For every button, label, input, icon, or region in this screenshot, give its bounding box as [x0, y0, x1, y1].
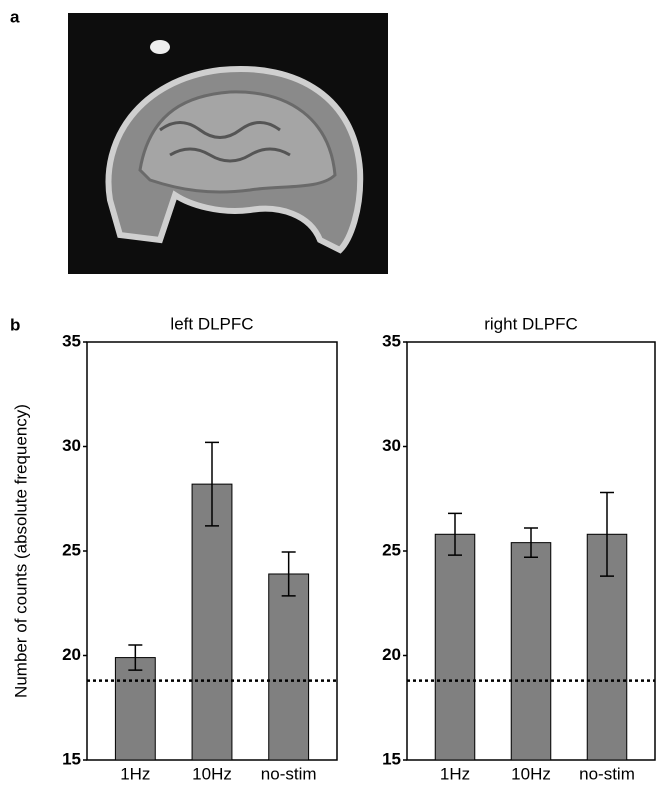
error-bar: [524, 527, 538, 559]
x-tick-label: 1Hz: [120, 764, 150, 783]
bar: [434, 533, 476, 761]
bar: [510, 542, 552, 761]
bar: [268, 573, 310, 761]
chart-title: right DLPFC: [484, 314, 578, 333]
x-tick-label: no-stim: [579, 764, 635, 783]
error-bar: [600, 491, 614, 577]
x-tick-label: 1Hz: [440, 764, 470, 783]
y-tick-label: 25: [62, 540, 81, 559]
y-axis-label: Number of counts (absolute frequency): [11, 404, 30, 698]
y-tick-label: 15: [382, 749, 401, 768]
y-tick-label: 30: [62, 436, 81, 455]
x-tick-label: 10Hz: [511, 764, 551, 783]
y-tick-label: 20: [382, 645, 401, 664]
error-bar: [448, 512, 462, 556]
y-tick-label: 30: [382, 436, 401, 455]
y-tick-label: 25: [382, 540, 401, 559]
x-tick-label: 10Hz: [192, 764, 232, 783]
mri-image: [68, 13, 388, 274]
x-tick-label: no-stim: [261, 764, 317, 783]
chart-title: left DLPFC: [170, 314, 253, 333]
error-bar: [128, 644, 143, 671]
bar: [191, 483, 233, 761]
y-tick-label: 15: [62, 749, 81, 768]
panel-label: b: [10, 315, 20, 334]
error-bar: [281, 551, 296, 597]
y-tick-label: 20: [62, 645, 81, 664]
y-tick-label: 35: [382, 331, 401, 350]
error-bar: [205, 441, 219, 527]
bar: [114, 657, 156, 761]
y-tick-label: 35: [62, 331, 81, 350]
panel-label: a: [10, 7, 20, 26]
